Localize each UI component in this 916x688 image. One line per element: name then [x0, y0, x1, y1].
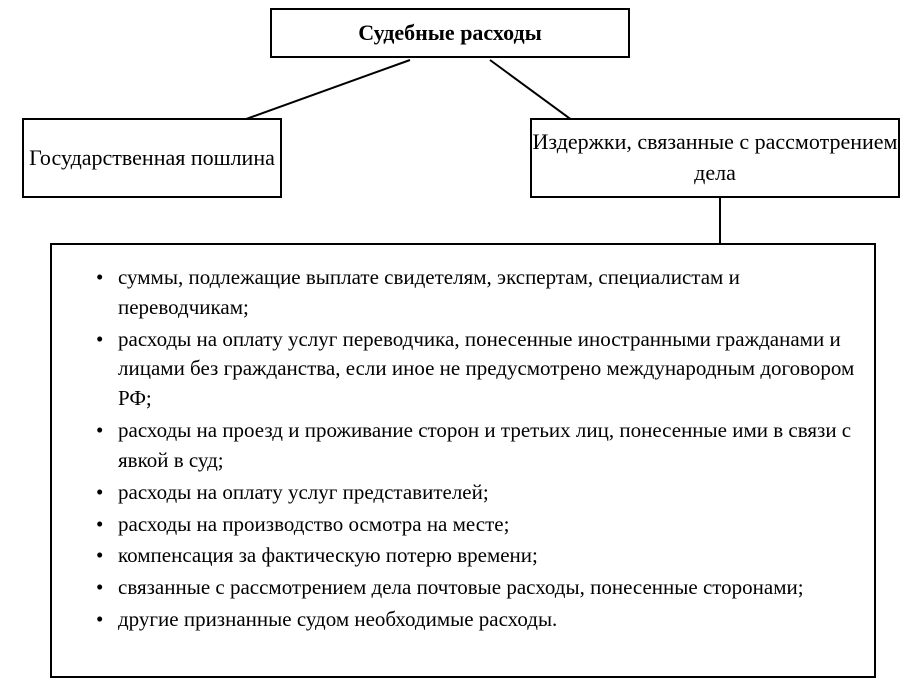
list-item: суммы, подлежащие выплате свидетелям, эк…	[76, 263, 856, 323]
detail-list: суммы, подлежащие выплате свидетелям, эк…	[76, 263, 856, 635]
root-node: Судебные расходы	[270, 8, 630, 58]
list-item: расходы на оплату услуг переводчика, пон…	[76, 325, 856, 414]
branch-left-node: Государственная пошлина	[22, 118, 282, 198]
list-item: расходы на проезд и проживание сторон и …	[76, 416, 856, 476]
branch-left-label: Государственная пошлина	[29, 143, 275, 174]
list-item: расходы на оплату услуг представителей;	[76, 478, 856, 508]
detail-box: суммы, подлежащие выплате свидетелям, эк…	[50, 243, 876, 678]
list-item: компенсация за фактическую потерю времен…	[76, 541, 856, 571]
list-item: расходы на производство осмотра на месте…	[76, 510, 856, 540]
list-item: другие признанные судом необходимые расх…	[76, 605, 856, 635]
root-title: Судебные расходы	[358, 20, 542, 46]
list-item: связанные с рассмотрением дела почтовые …	[76, 573, 856, 603]
branch-right-node: Издержки, связанные с рассмотрением дела	[530, 118, 900, 198]
branch-right-label: Издержки, связанные с рассмотрением дела	[532, 127, 898, 189]
